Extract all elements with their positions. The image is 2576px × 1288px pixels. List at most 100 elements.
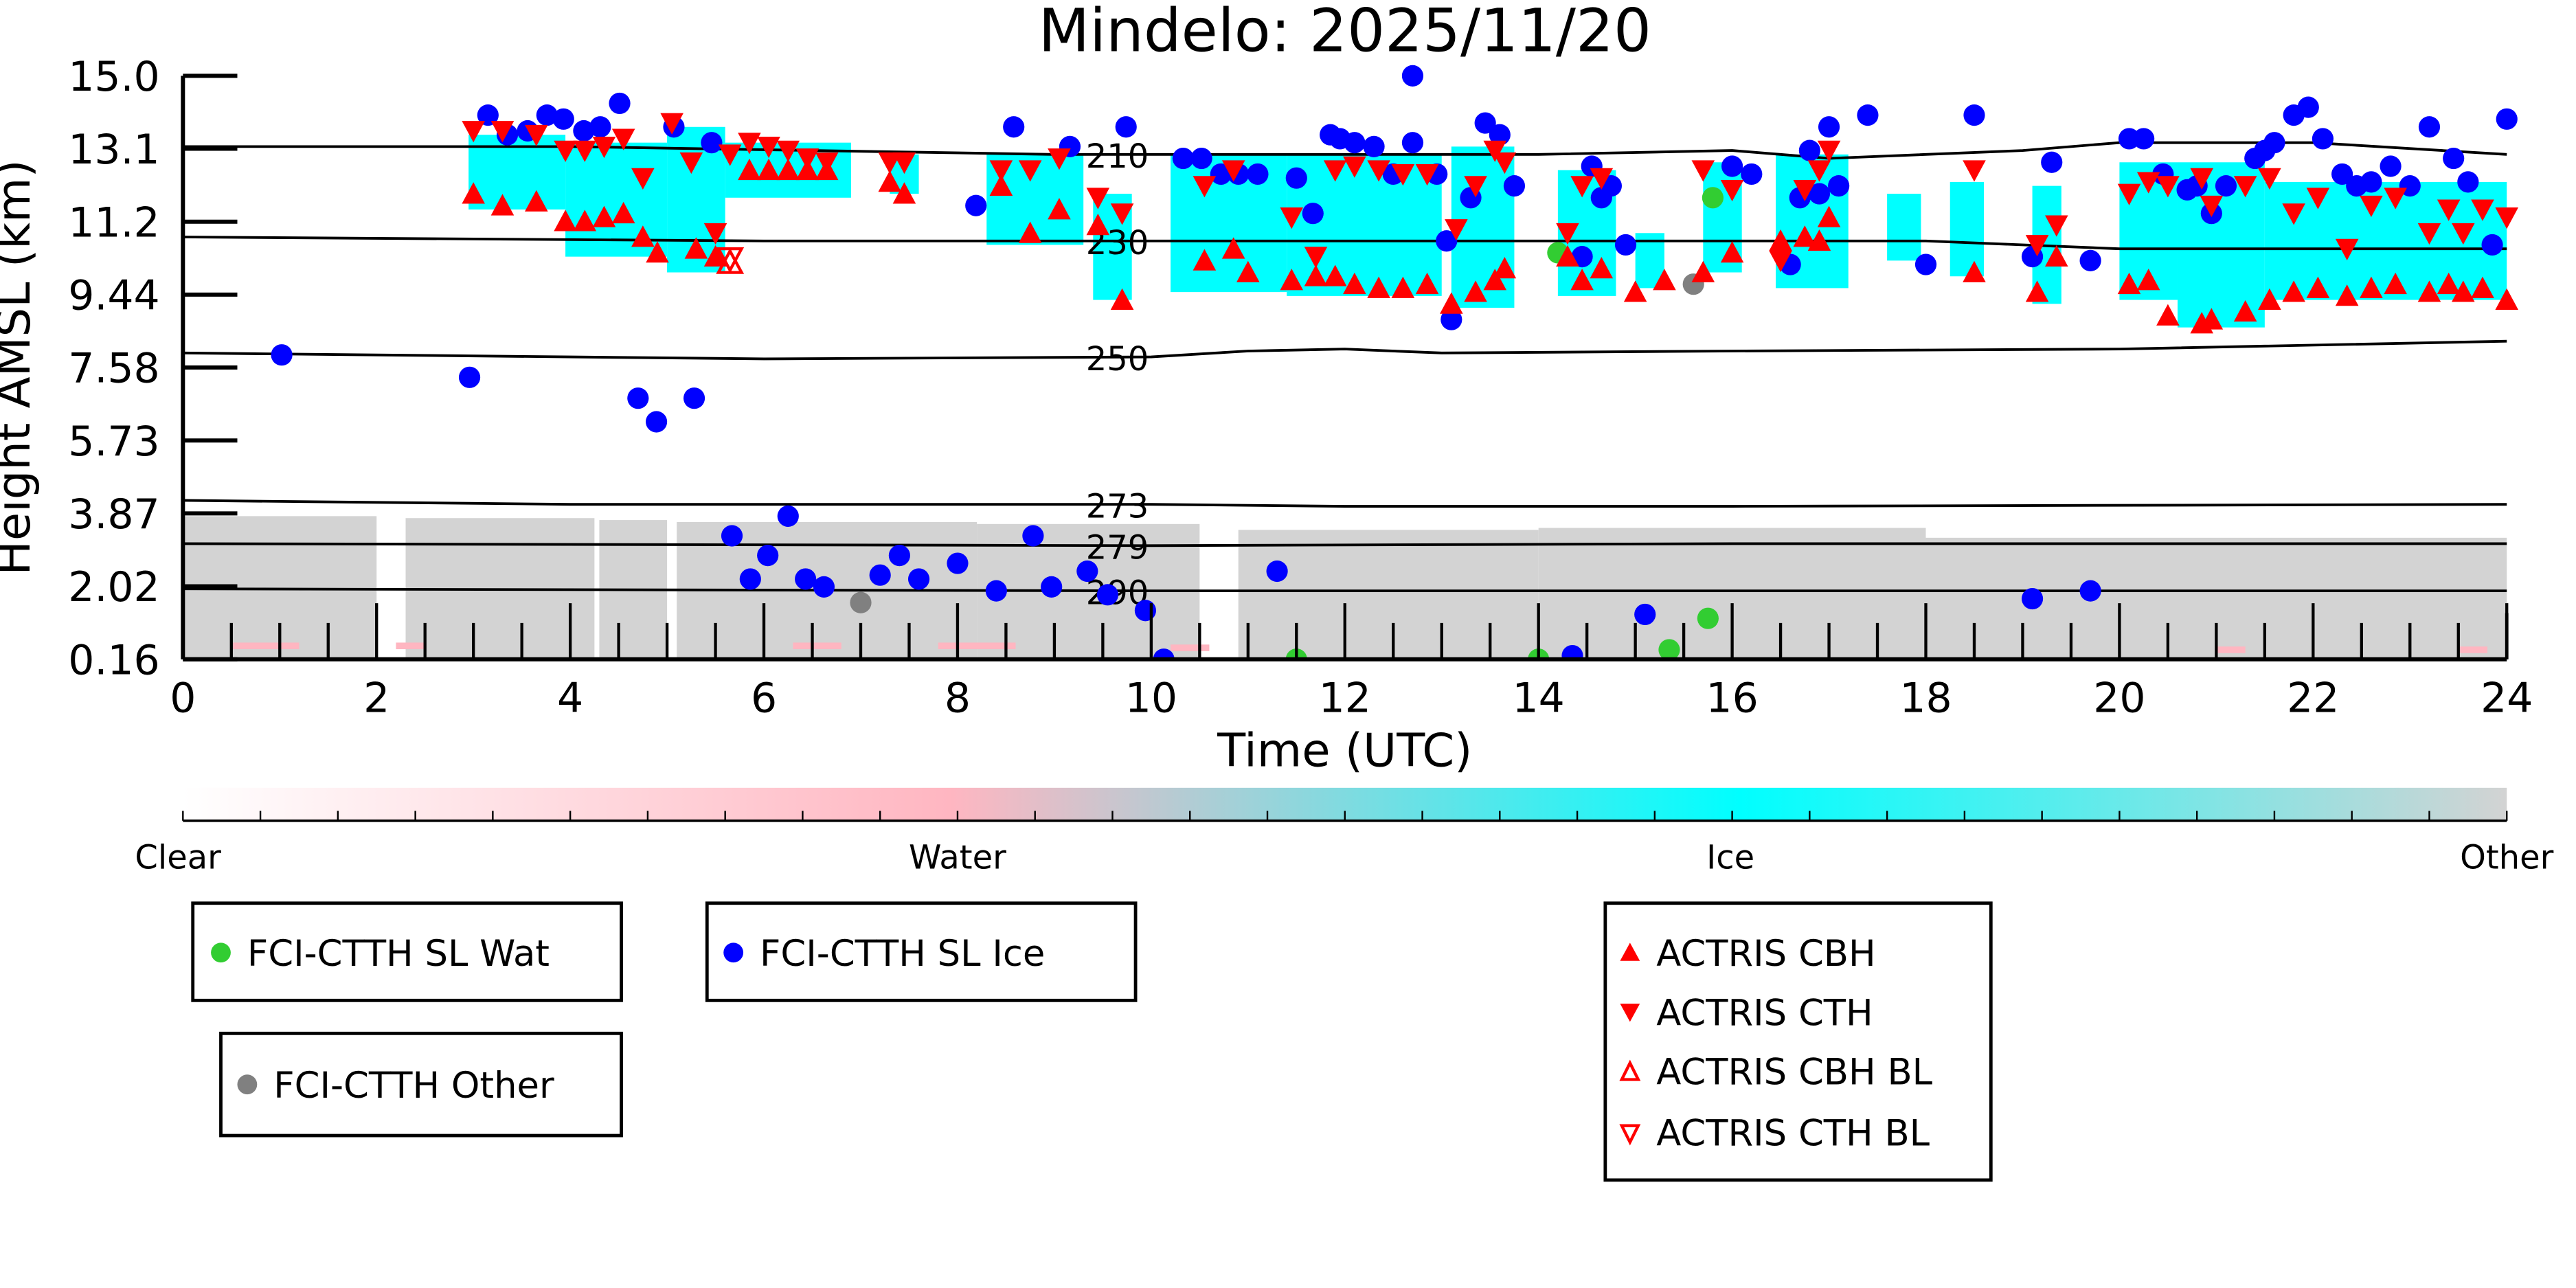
marker-fci-ctth-sl-ice xyxy=(739,568,761,590)
legend-other: FCI-CTTH Other xyxy=(219,1031,623,1138)
marker-actris-cbh xyxy=(2417,280,2441,302)
marker-actris-cth xyxy=(1570,176,1594,198)
y-tick-label: 9.44 xyxy=(68,271,160,319)
marker-actris-cth xyxy=(660,113,683,135)
marker-actris-cbh xyxy=(989,174,1013,196)
marker-fci-ctth-sl-ice xyxy=(1172,147,1194,170)
marker-actris-cth xyxy=(679,152,703,174)
marker-actris-cbh xyxy=(592,205,616,227)
marker-fci-ctth-sl-ice xyxy=(907,568,930,590)
marker-fci-ctth-sl-ice xyxy=(1436,230,1458,252)
x-tick-label: 22 xyxy=(2287,674,2339,722)
marker-actris-cth xyxy=(462,121,485,143)
marker-actris-cth xyxy=(738,133,761,155)
marker-fci-ctth-sl-ice xyxy=(795,568,817,590)
marker-fci-ctth-sl-ice xyxy=(1440,308,1462,330)
marker-actris-cth xyxy=(1464,176,1487,198)
y-tick-label: 7.58 xyxy=(68,345,160,393)
legend-label-cth-bl: ACTRIS CTH BL xyxy=(1656,1112,1930,1154)
marker-fci-ctth-sl-ice xyxy=(2215,175,2237,197)
marker-fci-ctth-sl-ice xyxy=(1963,104,1985,126)
marker-actris-cbh xyxy=(703,245,727,267)
marker-fci-ctth-sl-ice xyxy=(1634,603,1656,626)
marker-actris-cbh xyxy=(1769,229,1792,251)
marker-actris-cth xyxy=(573,140,597,162)
marker-actris-cth xyxy=(892,152,916,174)
marker-actris-cth xyxy=(1391,164,1415,186)
water-region xyxy=(1171,644,1210,651)
ice-region xyxy=(565,142,668,257)
y-tick-label: 11.2 xyxy=(68,199,160,247)
marker-fci-ctth-sl-ice xyxy=(2041,151,2063,173)
marker-fci-ctth-sl-ice xyxy=(1022,525,1044,547)
marker-actris-cth xyxy=(2282,203,2305,225)
y-tick-label: 5.73 xyxy=(68,418,160,466)
marker-actris-cbh xyxy=(1193,249,1217,271)
isotherm-line xyxy=(183,587,2507,593)
marker-fci-ctth-sl-ice xyxy=(1914,253,1937,275)
water-region xyxy=(396,642,425,650)
marker-fci-ctth-sl-ice xyxy=(271,344,293,366)
marker-actris-cbh xyxy=(631,225,655,247)
marker-actris-cbh xyxy=(757,158,780,181)
marker-actris-cbh xyxy=(1590,257,1614,279)
marker-fci-ctth-sl-ice xyxy=(1096,584,1119,606)
marker-actris-cth xyxy=(2335,238,2359,260)
marker-fci-ctth-sl-ice xyxy=(1134,600,1157,622)
marker-actris-cbh xyxy=(1367,276,1390,298)
marker-actris-cbh xyxy=(1323,264,1347,286)
marker-fci-ctth-sl-ice xyxy=(1363,135,1385,157)
marker-fci-ctth-sl-ice xyxy=(1818,116,1840,138)
marker-fci-ctth-sl-ice xyxy=(1828,175,1850,197)
marker-actris-cth xyxy=(1720,179,1744,202)
marker-actris-cbh xyxy=(525,190,548,212)
marker-fci-ctth-sl-ice xyxy=(477,104,499,126)
marker-actris-cbh xyxy=(611,201,635,224)
marker-actris-cth xyxy=(989,160,1013,182)
x-tick-label: 6 xyxy=(751,674,777,722)
marker-fci-ctth-sl-ice xyxy=(683,387,705,409)
legend-actris: ACTRIS CBH ACTRIS CTH ACTRIS CBH BL ACTR… xyxy=(1603,901,1993,1182)
marker-actris-cbh xyxy=(2452,280,2475,302)
marker-actris-cth xyxy=(611,128,635,150)
marker-actris-cbh xyxy=(1653,269,1676,291)
marker-actris-cbh xyxy=(1110,288,1134,310)
marker-actris-cth-bl xyxy=(716,247,745,273)
isotherm-line xyxy=(183,236,2507,251)
marker-actris-cbh xyxy=(2156,304,2180,326)
marker-actris-cth xyxy=(631,168,655,190)
marker-actris-cth xyxy=(703,223,727,245)
y-tick-label: 2.02 xyxy=(68,563,160,611)
marker-fci-ctth-sl-ice xyxy=(627,387,649,409)
marker-actris-cth xyxy=(1817,140,1841,162)
marker-fci-ctth-sl-ice xyxy=(1302,203,1324,225)
marker-fci-ctth-sl-ice xyxy=(1561,644,1583,659)
marker-actris-cbh xyxy=(2136,269,2160,291)
isotherm-line xyxy=(183,339,2507,361)
plot-area: 21023025027327929015.013.111.29.447.585.… xyxy=(68,53,2533,723)
marker-fci-ctth-sl-ice xyxy=(552,108,574,130)
marker-actris-cth xyxy=(2471,199,2494,221)
marker-actris-cbh xyxy=(1793,225,1817,247)
marker-fci-ctth-sl-ice xyxy=(536,104,558,126)
marker-fci-ctth-sl-ice xyxy=(869,564,891,586)
marker-actris-cbh xyxy=(1691,260,1715,282)
marker-fci-ctth-sl-ice xyxy=(2360,171,2382,193)
marker-actris-cth xyxy=(2384,188,2407,210)
colorbar-label-clear: Clear xyxy=(135,838,221,877)
marker-actris-cth xyxy=(878,152,902,174)
marker-actris-cth xyxy=(795,148,820,170)
marker-actris-cth xyxy=(2233,176,2257,198)
x-tick-label: 16 xyxy=(1706,674,1758,722)
chart-title: Mindelo: 2025/11/20 xyxy=(1039,0,1651,65)
marker-actris-cbh xyxy=(2384,272,2407,295)
marker-actris-cbh xyxy=(1493,257,1517,279)
marker-actris-cbh xyxy=(2200,308,2224,330)
marker-fci-ctth-sl-ice xyxy=(1003,116,1025,138)
marker-fci-ctth-sl-ice xyxy=(1503,175,1526,197)
marker-actris-cth xyxy=(2200,195,2224,218)
marker-fci-ctth-sl-ice xyxy=(2380,155,2402,177)
legend-wat: FCI-CTTH SL Wat xyxy=(191,901,623,1002)
water-region xyxy=(938,642,1016,650)
legend-label-cbh: ACTRIS CBH xyxy=(1656,933,1875,975)
